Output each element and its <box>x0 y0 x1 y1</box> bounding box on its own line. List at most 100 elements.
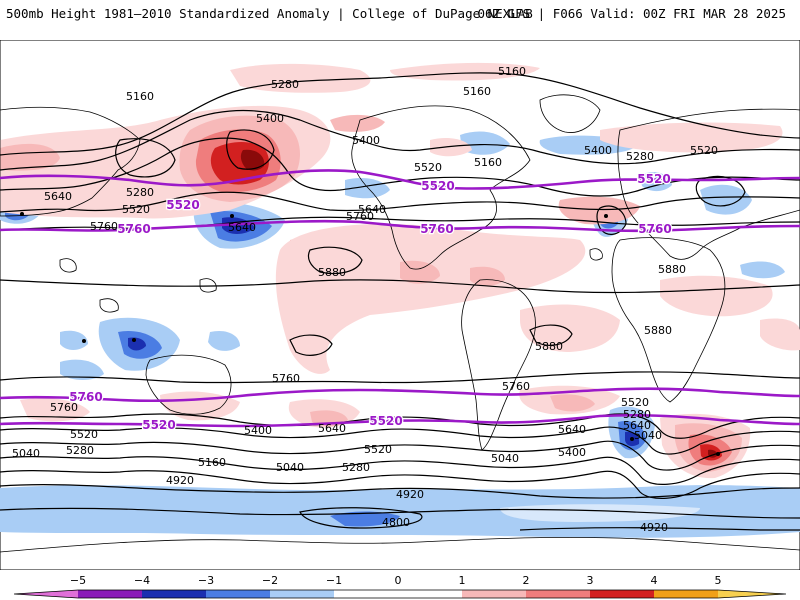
contour-label: 5160 <box>463 85 491 98</box>
colorbar-tick: 2 <box>523 574 530 587</box>
contour-label: 4920 <box>166 474 194 487</box>
contour-label: 5160 <box>498 65 526 78</box>
anomaly-area <box>208 330 240 351</box>
map-title: 500mb Height 1981–2010 Standardized Anom… <box>6 6 533 21</box>
colorbar-tick: −1 <box>326 574 342 587</box>
colorbar-tick: −3 <box>198 574 214 587</box>
colorbar-tick: −5 <box>70 574 86 587</box>
anomaly-area <box>654 590 718 598</box>
highlight-label: 5760 <box>69 390 102 404</box>
contour-label: 5520 <box>690 144 718 157</box>
anomaly-area <box>0 143 60 171</box>
anomaly-area <box>330 511 400 527</box>
contour-label: 5400 <box>352 134 380 147</box>
contour-label: 5400 <box>584 144 612 157</box>
anomaly-area <box>142 590 206 598</box>
anomaly-area <box>558 196 640 225</box>
contour-label: 5880 <box>658 263 686 276</box>
contour-label: 5280 <box>271 78 299 91</box>
contour-label: 5040 <box>276 461 304 474</box>
height-contours <box>0 72 800 531</box>
contour-label: 5520 <box>70 428 98 441</box>
anomaly-area <box>20 398 90 422</box>
contour-label: 5280 <box>623 408 651 421</box>
anomaly-area <box>660 275 773 317</box>
highlight-label: 5760 <box>117 222 150 236</box>
contour-label: 5160 <box>198 456 226 469</box>
anomaly-area <box>60 359 104 380</box>
anomaly-area <box>640 171 672 192</box>
contour-label: 5400 <box>244 424 272 437</box>
colorbar-tick: 4 <box>651 574 658 587</box>
anomaly-area <box>760 318 800 351</box>
anomaly-area <box>78 590 142 598</box>
contour-label: 5520 <box>621 396 649 409</box>
anomaly-area <box>14 590 78 598</box>
anomaly-area <box>206 590 270 598</box>
anomaly-area <box>550 394 595 412</box>
contour-label: 5160 <box>126 90 154 103</box>
low-center-markers <box>20 212 720 456</box>
contour-label: 5040 <box>634 429 662 442</box>
highlight-contours <box>0 169 800 428</box>
contour-label: 5760 <box>90 220 118 233</box>
highlight-label: 5520 <box>142 418 175 432</box>
contour-label: 5280 <box>126 186 154 199</box>
anomaly-area <box>430 138 472 157</box>
anomaly-area <box>390 62 540 81</box>
anomaly-area <box>462 590 526 598</box>
anomaly-area <box>270 590 334 598</box>
anomaly-area <box>275 224 586 374</box>
highlight-label: 5520 <box>421 179 454 193</box>
contour-label: 5760 <box>502 380 530 393</box>
contour-label: 5040 <box>12 447 40 460</box>
header: 500mb Height 1981–2010 Standardized Anom… <box>0 0 800 38</box>
anomaly-area <box>600 122 783 153</box>
contour-label: 5520 <box>364 443 392 456</box>
contour-label: 5160 <box>474 156 502 169</box>
anomaly-area <box>500 504 700 522</box>
contour-label: 5280 <box>66 444 94 457</box>
highlight-label: 5760 <box>638 222 671 236</box>
contour-label: 5880 <box>535 340 563 353</box>
anomaly-area <box>740 261 785 279</box>
anomaly-area <box>700 184 752 215</box>
contour-label: 4920 <box>396 488 424 501</box>
anomaly-area <box>400 260 440 284</box>
highlight-labels: 5520 5520 5520 5760 5760 5760 5760 5520 … <box>68 171 673 434</box>
highlight-label: 5760 <box>420 222 453 236</box>
anomaly-area <box>240 149 265 171</box>
contour-label: 5760 <box>272 372 300 385</box>
anomaly-area <box>718 590 786 598</box>
anomaly-area <box>345 178 390 199</box>
weather-map: 5160 5160 5160 5160 5280 5280 5280 5280 … <box>0 40 800 570</box>
contour-label: 5040 <box>491 452 519 465</box>
contour-label: 5760 <box>50 401 78 414</box>
colorbar-ticks: −5 −4 −3 −2 −1 0 1 2 3 4 5 <box>70 574 722 587</box>
contour-label: 4920 <box>640 521 668 534</box>
contour-label: 5880 <box>644 324 672 337</box>
colorbar-tick: 3 <box>587 574 594 587</box>
colorbar-tick: 5 <box>715 574 722 587</box>
contour-label: 5280 <box>626 150 654 163</box>
highlight-label: 5520 <box>637 172 670 186</box>
contour-label: 5400 <box>256 112 284 125</box>
contour-label: 4800 <box>382 516 410 529</box>
coastlines <box>0 94 800 553</box>
contour-label: 5400 <box>558 446 586 459</box>
colorbar-segments <box>13 589 787 599</box>
anomaly-area <box>60 330 88 350</box>
contour-label: 5760 <box>346 210 374 223</box>
anomaly-area <box>230 63 371 93</box>
anomaly-area <box>460 131 510 155</box>
contour-label: 5520 <box>122 203 150 216</box>
colorbar-tick: 1 <box>459 574 466 587</box>
anomaly-area <box>330 114 385 132</box>
contour-label: 5640 <box>318 422 346 435</box>
contour-label: 5640 <box>44 190 72 203</box>
colorbar-tick: −2 <box>262 574 278 587</box>
contour-label: 5640 <box>228 221 256 234</box>
contour-label: 5640 <box>358 203 386 216</box>
highlight-label: 5520 <box>369 414 402 428</box>
contour-label: 5880 <box>318 266 346 279</box>
